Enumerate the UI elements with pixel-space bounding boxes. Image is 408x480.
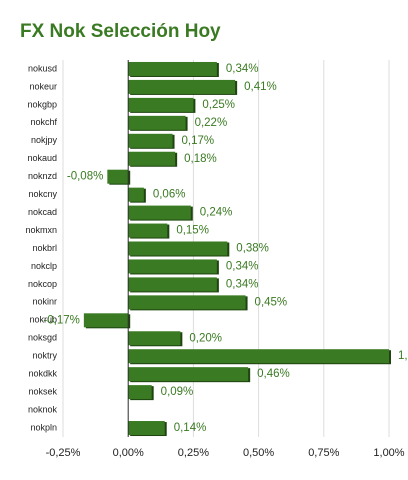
- y-tick-label: nokclp: [31, 261, 57, 271]
- value-label: 0,24%: [200, 207, 233, 219]
- y-tick-label: nokcop: [28, 279, 57, 289]
- y-tick-label: nokeur: [29, 81, 57, 91]
- x-tick-label: 1,00%: [373, 447, 404, 459]
- bar: [128, 97, 194, 112]
- y-tick-label: nokrub: [29, 315, 57, 325]
- value-label: 0,18%: [184, 153, 217, 165]
- value-label: 1,00%: [398, 350, 408, 362]
- value-label: 0,22%: [195, 117, 228, 129]
- bar: [128, 115, 186, 130]
- bar: [128, 295, 246, 310]
- bar: [128, 241, 228, 256]
- bar: [128, 331, 181, 346]
- value-label: 0,17%: [182, 135, 215, 147]
- bar: [128, 367, 249, 382]
- y-tick-label: noknzd: [28, 171, 57, 181]
- value-label: 0,09%: [161, 386, 194, 398]
- x-tick-label: -0,25%: [46, 447, 81, 459]
- y-tick-label: nokaud: [27, 153, 57, 163]
- bar: [128, 223, 168, 238]
- value-label: 0,38%: [236, 243, 269, 255]
- bar: [128, 79, 236, 94]
- y-tick-label: nokchf: [30, 117, 57, 127]
- y-tick-label: nokgbp: [27, 99, 57, 109]
- value-label: 0,45%: [255, 296, 288, 308]
- y-tick-label: nokinr: [32, 297, 57, 307]
- bar: [128, 421, 165, 436]
- value-label: 0,34%: [226, 260, 259, 272]
- x-tick-label: 0,75%: [308, 447, 339, 459]
- y-tick-label: nokusd: [28, 63, 57, 73]
- bar: [128, 277, 217, 292]
- chart-title: FX Nok Selección Hoy: [20, 21, 221, 42]
- y-tick-label: noknok: [28, 404, 58, 414]
- bar: [128, 259, 217, 274]
- value-label: -0,17%: [43, 314, 79, 326]
- x-tick-label: 0,00%: [113, 447, 144, 459]
- value-label: -0,08%: [67, 171, 103, 183]
- value-label: 0,46%: [257, 368, 290, 380]
- bar: [107, 169, 129, 184]
- y-tick-label: noktry: [32, 351, 57, 361]
- value-label: 0,34%: [226, 63, 259, 75]
- bar: [128, 349, 389, 364]
- value-label: 0,14%: [174, 422, 207, 434]
- bar: [128, 133, 173, 148]
- bar: [128, 187, 144, 202]
- y-tick-label: nokcny: [28, 189, 57, 199]
- y-tick-label: noksek: [28, 386, 57, 396]
- value-label: 0,06%: [153, 189, 186, 201]
- bar: [128, 61, 217, 76]
- value-label: 0,25%: [202, 99, 235, 111]
- bar: [128, 385, 152, 400]
- value-label: 0,41%: [244, 81, 277, 93]
- value-label: 0,15%: [176, 225, 209, 237]
- x-tick-label: 0,50%: [243, 447, 274, 459]
- y-tick-label: noksgd: [28, 333, 57, 343]
- value-label: 0,20%: [189, 332, 222, 344]
- value-label: 0,34%: [226, 278, 259, 290]
- x-tick-label: 0,25%: [178, 447, 209, 459]
- y-tick-label: nokcad: [28, 207, 57, 217]
- bar: [83, 313, 129, 328]
- y-tick-label: nokjpy: [31, 135, 58, 145]
- bar: [128, 205, 191, 220]
- y-tick-label: nokmxn: [25, 225, 57, 235]
- y-tick-label: nokdkk: [28, 369, 57, 379]
- y-tick-label: nokbrl: [32, 243, 57, 253]
- bar: [128, 151, 176, 166]
- y-tick-label: nokpln: [30, 422, 57, 432]
